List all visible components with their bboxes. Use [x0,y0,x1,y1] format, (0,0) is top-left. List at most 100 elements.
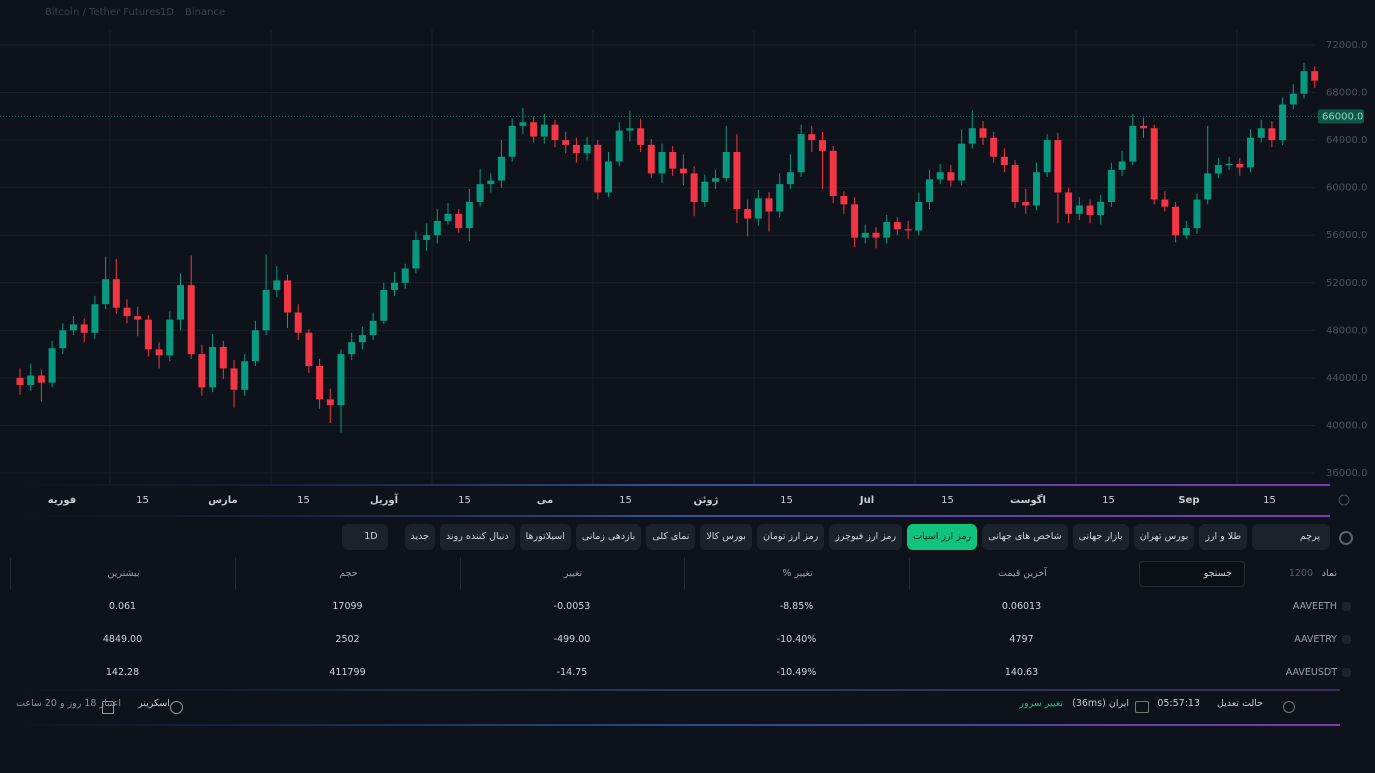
tab[interactable]: اسیلاتورها [519,524,571,550]
candle-body [701,181,709,202]
tab[interactable]: بازار جهانی [1072,524,1129,550]
symbol-count: 1200 [1288,568,1313,579]
tab[interactable]: رمز ارز تومان [756,524,825,550]
icon [1283,701,1295,713]
column-header: بیشترین [10,558,236,590]
candle-body [990,137,998,157]
table-cell: -14.75 [556,667,588,678]
tab[interactable]: بازدهی زمانی [575,524,642,550]
logo-icon [1339,531,1353,545]
candle-body [1075,205,1083,214]
tab[interactable]: جدید [404,524,436,550]
legend-text: Bitcoin / Tether Futures [45,7,160,18]
market-select[interactable]: پرچم [1252,524,1330,550]
candle-body [209,346,217,388]
x-tick-label: ژوئن [694,495,719,506]
candle-body [669,152,677,169]
tab[interactable]: رمز ارز اسپات [907,524,978,550]
candle-body [786,172,794,185]
candle-body [765,198,773,212]
candle-body [1022,201,1030,206]
candle-body [391,282,398,290]
candle-body [829,150,837,196]
candle-body [16,377,24,386]
candle-body [637,128,645,145]
table-cell: 411799 [329,667,366,678]
candle-body [198,354,206,388]
icon [1135,701,1149,713]
legend-text: Binance [185,7,225,18]
candle-body [958,143,966,181]
candle-body [872,232,880,238]
x-tick-label: فوریه [48,495,76,506]
divider [20,484,1330,486]
candle-body [744,209,752,219]
candle-body [979,128,987,138]
table-cell: 0.06013 [1001,601,1042,612]
separator: - [1072,698,1076,709]
candle-body [1129,125,1137,162]
interval-select[interactable]: 1D [341,524,388,550]
icon [170,701,183,714]
candle-body [1097,201,1105,216]
candle-body [455,213,463,229]
search-box[interactable]: جستجو [1139,561,1245,587]
table-cell: 4849.00 [102,634,143,645]
candle-body [508,125,516,157]
candle-body [861,232,869,238]
tab[interactable]: بورس کالا [700,524,752,550]
tab[interactable]: بورس تهران [1133,524,1195,550]
symbol-header: نماد [1321,568,1337,579]
y-tick-label: 48000.0 [1326,325,1367,336]
candle-body [423,235,431,240]
candle-body [712,178,719,182]
settings-icon[interactable] [1338,494,1350,506]
candle-body [733,152,741,210]
candle-body [177,285,184,320]
x-tick-label: Jul [859,495,874,506]
tab[interactable]: دنبال کننده روند [440,524,515,550]
candle-body [754,198,762,219]
tab[interactable]: رمز ارز فیوچرز [829,524,903,550]
candle-body [851,204,859,238]
tab[interactable]: طلا و ارز [1199,524,1247,550]
screener[interactable]: اسکرینر [138,698,170,709]
row-icon [1342,602,1351,611]
table-cell: 0.061 [108,601,137,612]
last-price-tag [1318,109,1364,124]
tab[interactable]: نمای کلی [646,524,696,550]
candle-body [358,335,366,343]
candle-body [1172,206,1180,236]
candle-body [658,152,666,174]
candle-body [594,144,602,193]
mode-label[interactable]: حالت تعدیل [1216,698,1263,709]
candle-body [337,354,345,406]
change-server[interactable]: تغییر سرور [1019,698,1063,709]
candle-body [840,195,848,205]
row-symbol: AAVEUSDT [1285,667,1337,678]
row-symbol: AAVETRY [1294,634,1337,645]
row-icon [1342,668,1351,677]
candle-body [1107,169,1115,202]
column-header: تغییر [460,558,685,590]
candle-body [1236,163,1244,168]
x-tick-label: می [537,495,553,506]
candle-body [1140,125,1147,129]
legend-text: 1D [160,7,174,18]
candle-body [968,128,976,144]
candle-body [936,172,944,180]
toolbar: پرچم طلا و ارز بورس تهران بازار جهانی شاخص ه… [341,524,1330,552]
candle-body [551,124,559,141]
y-tick-label: 40000.0 [1326,420,1367,431]
x-tick-label: 15 [458,495,471,506]
candle-body [48,348,56,383]
tab[interactable]: شاخص های جهانی [982,524,1068,550]
candle-body [80,324,88,333]
x-tick-label: آوریل [370,493,399,506]
table-cell: -499.00 [553,634,591,645]
candle-body [540,124,548,137]
server: ایران (36ms) [1072,698,1129,709]
y-tick-label: 56000.0 [1326,230,1367,241]
x-tick-label: 15 [1263,495,1276,506]
